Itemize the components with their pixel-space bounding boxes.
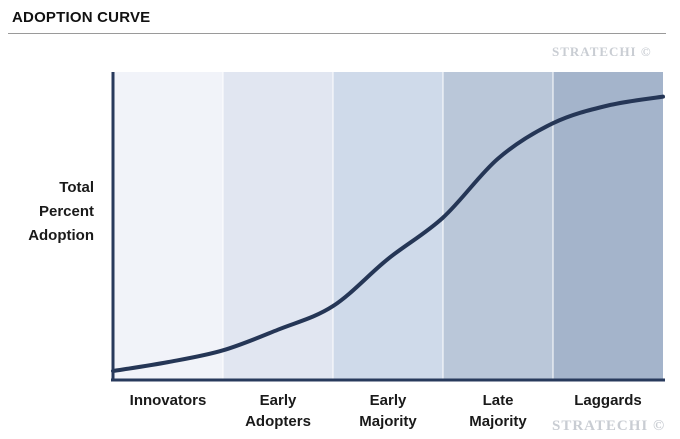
- band-late-majority: [443, 72, 553, 380]
- band-early-majority: [333, 72, 443, 380]
- band-laggards: [553, 72, 663, 380]
- y-axis-label: Total Percent Adoption: [28, 179, 94, 244]
- watermark-top: STRATECHI ©: [552, 44, 652, 59]
- band-innovators: [113, 72, 223, 380]
- category-label-early-adopters: Early Adopters: [245, 392, 311, 430]
- band-early-adopters: [223, 72, 333, 380]
- category-label-innovators: Innovators: [129, 392, 207, 409]
- watermark-bottom: STRATECHI ©: [552, 418, 666, 434]
- category-label-laggards: Laggards: [574, 392, 642, 409]
- page-title: ADOPTION CURVE: [12, 9, 151, 26]
- adoption-curve-line: [111, 94, 665, 373]
- title-divider: [8, 33, 666, 34]
- category-bands: [113, 72, 663, 380]
- category-label-early-majority: Early Majority: [359, 392, 417, 430]
- category-label-late-majority: Late Majority: [469, 392, 527, 430]
